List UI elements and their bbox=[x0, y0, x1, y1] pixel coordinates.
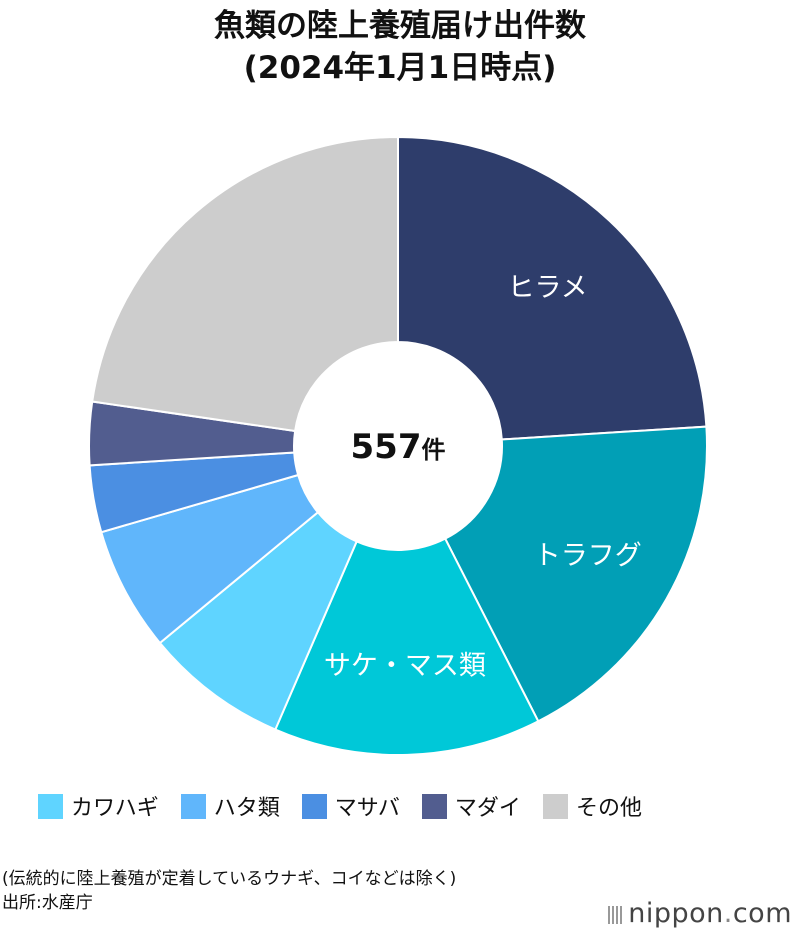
source-note: 出所:水産庁 bbox=[2, 893, 93, 913]
slice-label: トラフグ bbox=[534, 540, 642, 571]
legend-label: マダイ bbox=[454, 796, 521, 821]
logo-mark-icon bbox=[608, 905, 623, 924]
legend-item-other: その他 bbox=[542, 790, 642, 822]
legend-label: その他 bbox=[575, 796, 642, 821]
center-total: 557件 bbox=[351, 427, 446, 467]
brand-logo[interactable]: nippon.com bbox=[608, 898, 792, 929]
brand-suffix: com bbox=[732, 898, 792, 929]
chart-title: 魚類の陸上養殖届け出件数 bbox=[214, 8, 586, 44]
legend-item-hata: ハタ類 bbox=[180, 790, 280, 822]
legend-swatch bbox=[301, 793, 327, 819]
pie-slice bbox=[273, 537, 540, 756]
center-total-value: 557 bbox=[351, 427, 422, 467]
legend-label: マサバ bbox=[334, 796, 400, 821]
legend-item-madai: マダイ bbox=[421, 790, 521, 822]
legend-item-kawahagi: カワハギ bbox=[38, 790, 159, 822]
legend-swatch bbox=[542, 793, 568, 819]
legend-label: ハタ類 bbox=[213, 796, 280, 821]
chart-subtitle: (2024年1月1日時点) bbox=[243, 50, 557, 86]
pie-slice bbox=[397, 135, 708, 441]
brand-dot: . bbox=[723, 898, 733, 929]
legend-item-masaba: マサバ bbox=[301, 790, 400, 822]
legend-swatch bbox=[421, 793, 447, 819]
slice-label: サケ・マス類 bbox=[324, 650, 486, 681]
footnote: (伝統的に陸上養殖が定着しているウナギ、コイなどは除く) bbox=[2, 869, 457, 889]
chart-legend: カワハギ ハタ類 マサバ マダイ その他 bbox=[38, 790, 664, 822]
brand-name: nippon bbox=[628, 898, 724, 929]
pie-slice bbox=[91, 135, 399, 433]
legend-swatch bbox=[180, 793, 206, 819]
legend-swatch bbox=[38, 793, 63, 819]
pie-slice bbox=[443, 425, 708, 723]
slice-label: ヒラメ bbox=[507, 273, 587, 304]
center-total-unit: 件 bbox=[421, 436, 445, 464]
legend-label: カワハギ bbox=[71, 796, 159, 821]
